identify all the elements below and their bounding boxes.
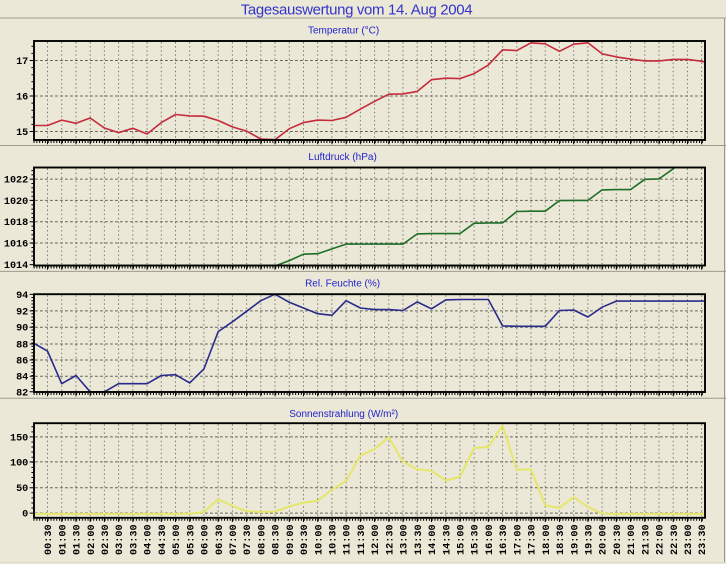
svg-text:06:00: 06:00 [201, 524, 212, 555]
svg-text:Luftdruck (hPa): Luftdruck (hPa) [308, 152, 376, 163]
svg-text:02:30: 02:30 [101, 524, 112, 555]
svg-text:15: 15 [16, 128, 28, 139]
svg-text:1018: 1018 [4, 218, 28, 229]
svg-text:12:30: 12:30 [385, 524, 396, 555]
svg-text:14:30: 14:30 [442, 524, 453, 555]
svg-text:100: 100 [10, 458, 28, 469]
svg-text:04:30: 04:30 [158, 524, 169, 555]
svg-text:21:30: 21:30 [641, 524, 652, 555]
svg-text:84: 84 [16, 373, 28, 384]
svg-text:18:30: 18:30 [556, 524, 567, 555]
svg-text:Temperatur (°C): Temperatur (°C) [308, 25, 379, 36]
svg-text:01:00: 01:00 [58, 524, 69, 555]
svg-text:19:00: 19:00 [570, 524, 581, 555]
svg-text:01:30: 01:30 [73, 524, 84, 555]
svg-text:05:00: 05:00 [172, 524, 183, 555]
svg-text:11:30: 11:30 [357, 524, 368, 555]
svg-text:Rel. Feuchte (%): Rel. Feuchte (%) [305, 279, 380, 290]
svg-text:03:30: 03:30 [129, 524, 140, 555]
svg-text:04:00: 04:00 [144, 524, 155, 555]
svg-text:06:30: 06:30 [215, 524, 226, 555]
svg-text:150: 150 [10, 433, 28, 444]
svg-text:09:00: 09:00 [286, 524, 297, 555]
svg-text:10:30: 10:30 [329, 524, 340, 555]
svg-text:10:00: 10:00 [314, 524, 325, 555]
svg-text:16:30: 16:30 [499, 524, 510, 555]
svg-text:08:30: 08:30 [272, 524, 283, 555]
svg-text:86: 86 [16, 357, 28, 368]
svg-text:23:00: 23:00 [684, 524, 695, 555]
svg-text:22:30: 22:30 [670, 524, 681, 555]
svg-text:17:30: 17:30 [528, 524, 539, 555]
svg-text:00:30: 00:30 [44, 524, 55, 555]
svg-text:02:00: 02:00 [87, 524, 98, 555]
svg-text:92: 92 [16, 307, 28, 318]
svg-text:07:30: 07:30 [243, 524, 254, 555]
svg-text:13:30: 13:30 [414, 524, 425, 555]
svg-text:21:00: 21:00 [627, 524, 638, 555]
svg-text:11:00: 11:00 [343, 524, 354, 555]
svg-text:18:00: 18:00 [542, 524, 553, 555]
svg-text:88: 88 [16, 341, 28, 352]
svg-text:16:00: 16:00 [485, 524, 496, 555]
svg-text:12:00: 12:00 [371, 524, 382, 555]
svg-text:0: 0 [22, 510, 28, 521]
svg-text:94: 94 [16, 291, 28, 302]
svg-text:82: 82 [16, 388, 28, 399]
svg-text:50: 50 [16, 484, 28, 495]
svg-text:16: 16 [16, 93, 28, 104]
svg-text:20:00: 20:00 [599, 524, 610, 555]
svg-text:90: 90 [16, 324, 28, 335]
svg-text:15:00: 15:00 [457, 524, 468, 555]
svg-text:09:30: 09:30 [300, 524, 311, 555]
svg-text:05:30: 05:30 [186, 524, 197, 555]
svg-text:Sonnenstrahlung (W/m²): Sonnenstrahlung (W/m²) [289, 409, 398, 420]
svg-text:17: 17 [16, 57, 28, 68]
svg-text:14:00: 14:00 [428, 524, 439, 555]
svg-text:15:30: 15:30 [471, 524, 482, 555]
svg-text:1020: 1020 [4, 197, 28, 208]
svg-text:22:00: 22:00 [656, 524, 667, 555]
svg-text:17:00: 17:00 [513, 524, 524, 555]
svg-text:20:30: 20:30 [613, 524, 624, 555]
svg-text:Tagesauswertung vom 14. Aug 20: Tagesauswertung vom 14. Aug 2004 [241, 1, 472, 18]
svg-text:07:00: 07:00 [229, 524, 240, 555]
svg-text:1014: 1014 [4, 261, 28, 272]
svg-text:1016: 1016 [4, 240, 28, 251]
svg-text:23:30: 23:30 [698, 524, 709, 555]
svg-text:03:00: 03:00 [115, 524, 126, 555]
svg-text:08:00: 08:00 [257, 524, 268, 555]
svg-text:1022: 1022 [4, 176, 28, 187]
svg-text:19:30: 19:30 [585, 524, 596, 555]
svg-text:13:00: 13:00 [400, 524, 411, 555]
